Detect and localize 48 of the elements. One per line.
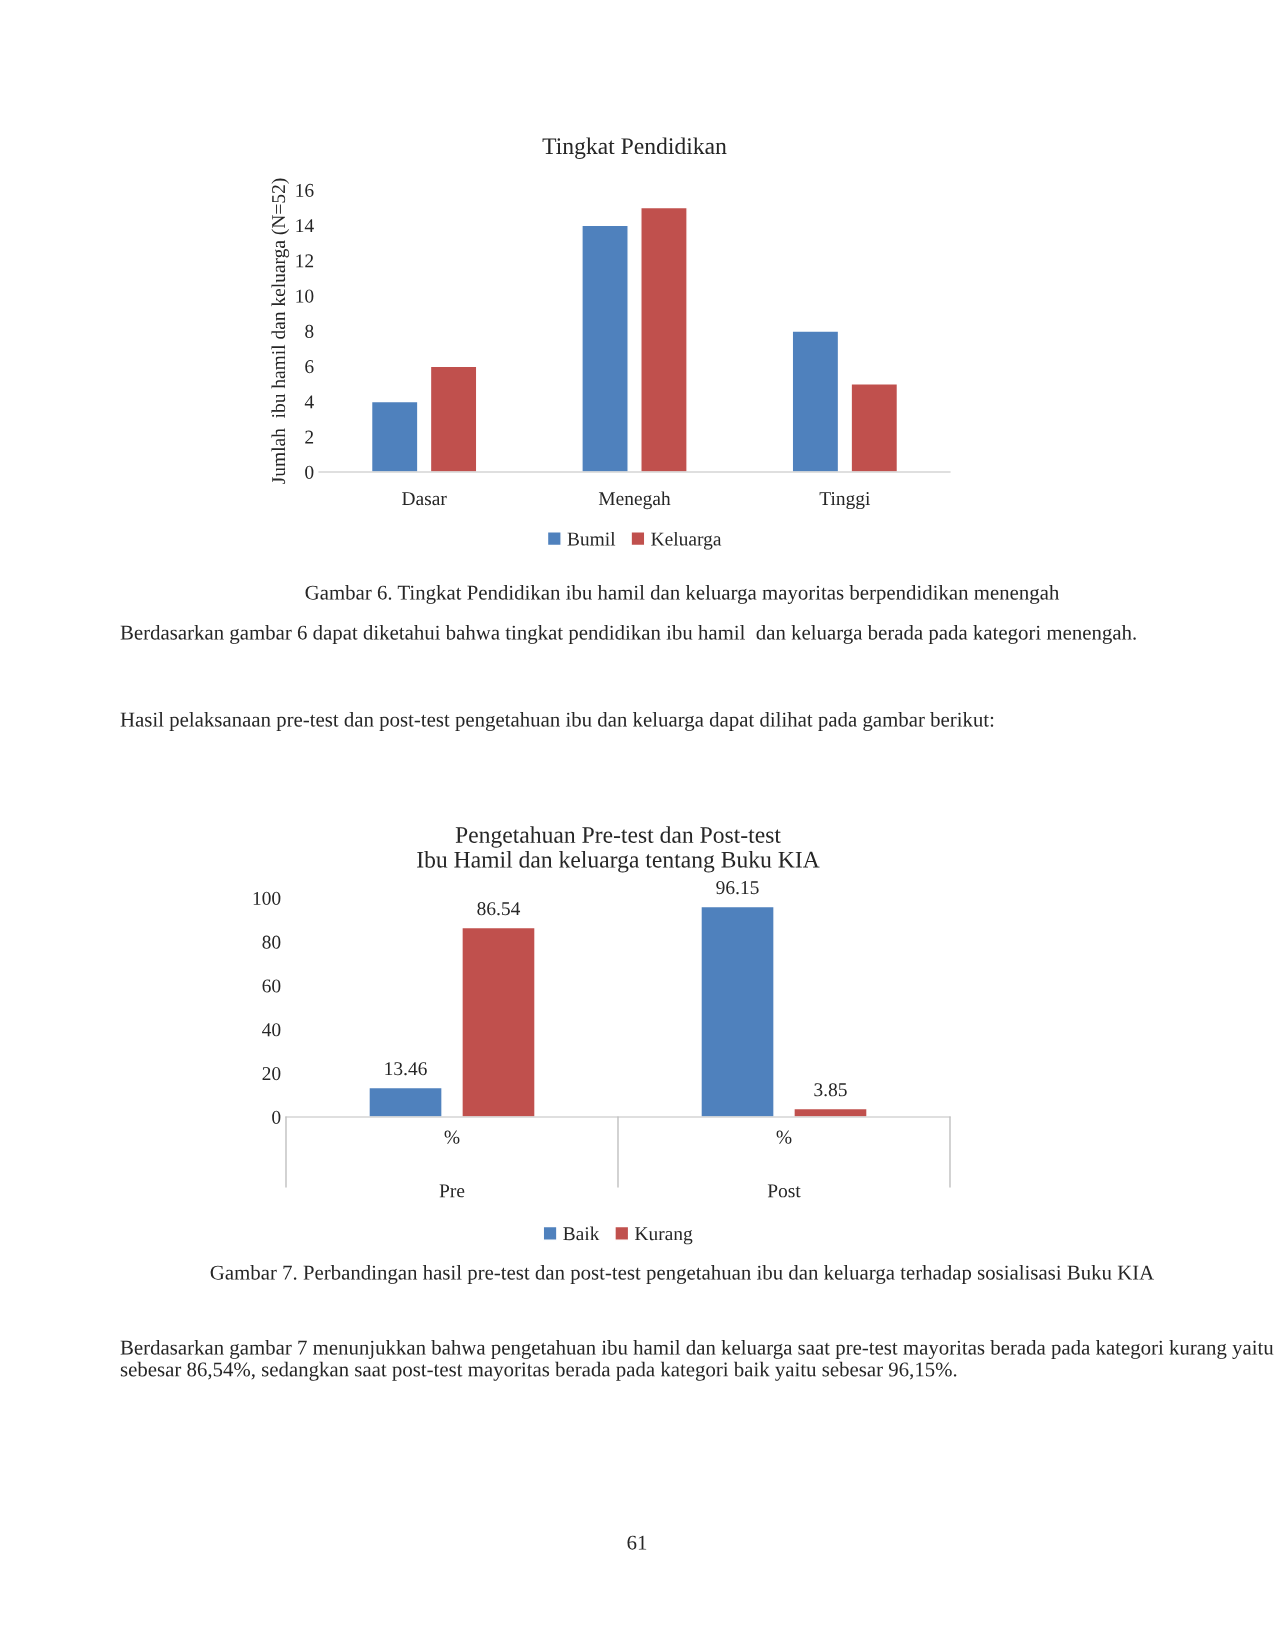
text: Berdasarkan gambar 6 dapat diketahui bahwa tingkat pendidikan ibu hamil dan keluarga berada pada kategori menengah. xyxy=(120,625,1136,644)
y-tick-label: 12 xyxy=(296,254,314,268)
bar xyxy=(461,926,536,1117)
bar xyxy=(640,206,688,472)
bar xyxy=(581,224,629,472)
legend-label: Kurang xyxy=(634,1227,693,1245)
x-tick-label: Dasar xyxy=(402,492,447,506)
y-tick-label: 60 xyxy=(262,979,281,993)
y-axis-title: Jumlah ibu hamil dan keluarga (N=52) xyxy=(271,178,290,484)
data-label: 3.85 xyxy=(814,1083,847,1097)
text: 61 xyxy=(627,1535,647,1550)
text: % xyxy=(776,1130,792,1144)
text: Berdasarkan gambar 7 menunjukkan bahwa pengetahuan ibu hamil dan keluarga saat pre-test mayoritas berada pada kategori kurang yaitu sebesar 86,54%, sedangkan saat post-test mayoritas berada pada kategori baik yaitu sebesar 96,15%. xyxy=(120,1340,1274,1381)
y-tick-label: 2 xyxy=(305,430,314,444)
text: Hasil pelaksanaan pre-test dan post-test pengetahuan ibu dan keluarga dapat dilihat pada gambar berikut: xyxy=(120,712,994,731)
bar xyxy=(700,905,775,1117)
legend-label: Keluarga xyxy=(651,531,722,550)
legend-label: Bumil xyxy=(567,531,616,546)
x-tick-label: Tinggi xyxy=(819,492,871,510)
text: Gambar 6. Tingkat Pendidikan ibu hamil dan keluarga mayoritas berpendidikan menengah xyxy=(305,585,1060,604)
data-label: 13.46 xyxy=(385,1062,427,1076)
data-label: 86.54 xyxy=(477,902,521,916)
y-tick-label: 6 xyxy=(305,360,314,374)
y-tick-label: 0 xyxy=(272,1110,281,1124)
y-tick-label: 0 xyxy=(305,465,314,479)
bar xyxy=(850,383,899,472)
data-label: 96.15 xyxy=(716,881,759,895)
bar xyxy=(429,365,478,472)
y-tick-label: 80 xyxy=(262,935,281,949)
bar xyxy=(370,400,419,472)
x-tick-label: Menegah xyxy=(598,491,671,510)
bar xyxy=(791,330,840,472)
x-tick-label: Post xyxy=(767,1184,801,1198)
text: % xyxy=(444,1130,460,1144)
x-tick-label: Pre xyxy=(439,1184,465,1198)
text: Gambar 7. Perbandingan hasil pre-test dan post-test pengetahuan ibu dan keluarga terhadap sosialisasi Buku KIA xyxy=(210,1265,1155,1284)
y-tick-label: 100 xyxy=(253,891,281,905)
chart-title: Pengetahuan Pre-test dan Post-test Ibu Hamil dan keluarga tentang Buku KIA xyxy=(417,826,820,873)
y-tick-label: 8 xyxy=(305,324,314,338)
y-tick-label: 10 xyxy=(296,289,314,303)
y-tick-label: 16 xyxy=(296,183,314,197)
y-tick-label: 20 xyxy=(262,1067,281,1081)
y-tick-label: 4 xyxy=(304,395,314,409)
bar xyxy=(368,1086,443,1117)
y-tick-label: 40 xyxy=(262,1023,281,1037)
chart-title: Tingkat Pendidikan xyxy=(542,137,727,159)
legend-label: Baik xyxy=(563,1226,600,1241)
y-tick-label: 14 xyxy=(296,219,314,232)
